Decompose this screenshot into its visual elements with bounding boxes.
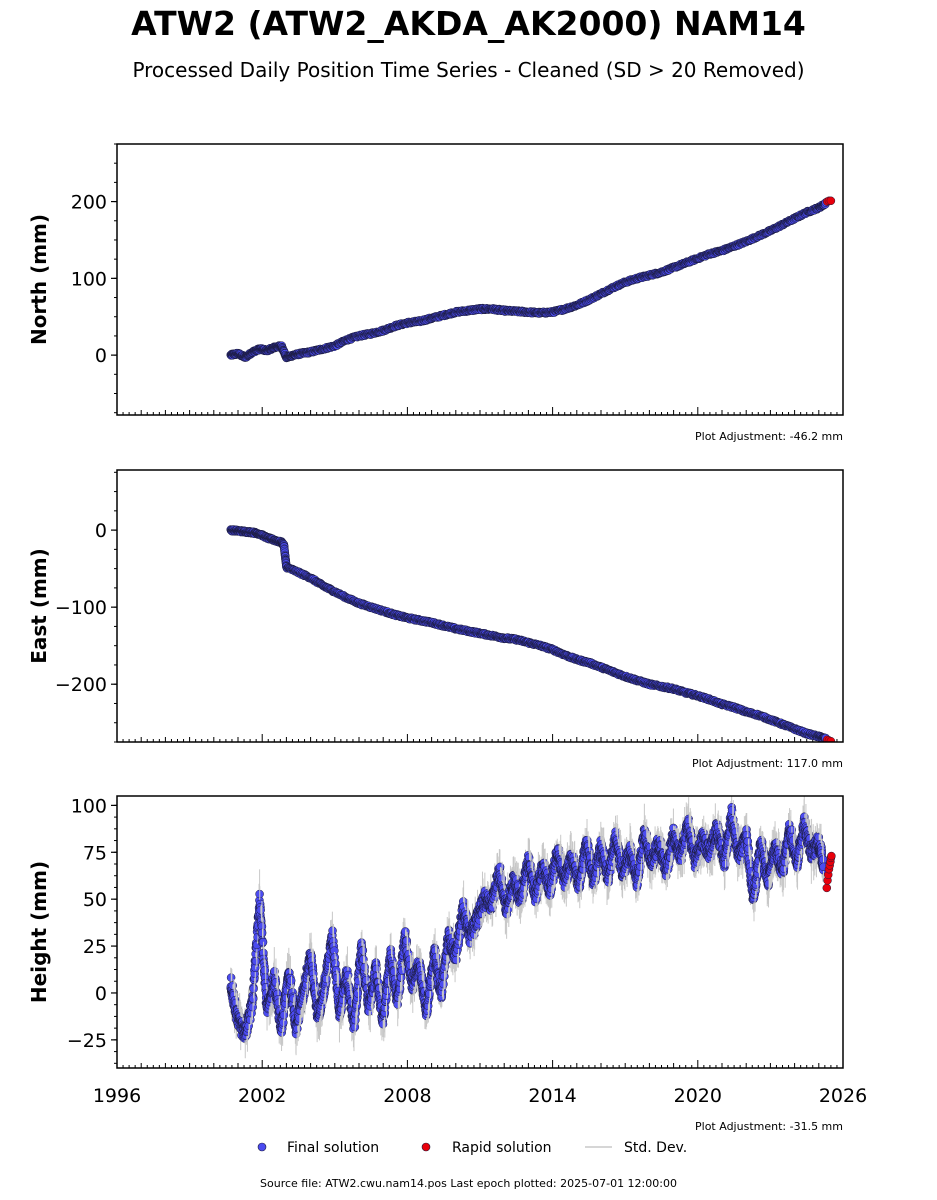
final-point [397,966,407,975]
final-point [452,955,461,965]
final-point [271,977,281,987]
x-minor-ticks [116,734,844,742]
y-ticks: −25 0 25 50 75 100 [67,795,117,1064]
y-ticks: 0 100 200 [71,143,117,414]
final-point [439,979,448,989]
y-tick-label: 25 [83,936,107,958]
data-points [226,525,836,742]
y-tick-label: 0 [95,520,107,542]
y-tick-label: −25 [67,1030,107,1052]
y-tick-label: −200 [55,674,107,696]
rapid-point [826,196,836,206]
y-tick-label: 100 [71,795,107,817]
y-ticks: 0 −100 −200 [55,471,117,743]
y-axis-label: East (mm) [27,548,51,664]
y-tick-label: −100 [55,597,107,619]
x-minor-ticks [116,1060,844,1068]
chart-title: ATW2 (ATW2_AKDA_AK2000) NAM14 [131,4,806,43]
chart-subtitle: Processed Daily Position Time Series - C… [132,58,805,82]
y-tick-label: 75 [83,842,107,864]
final-point [279,1010,289,1020]
y-axis-label: North (mm) [27,214,51,345]
plot-adjustment-label: Plot Adjustment: -46.2 mm [695,430,843,443]
y-tick-label: 0 [95,345,107,367]
final-point [258,937,268,947]
y-tick-label: 50 [83,889,107,911]
final-point [249,984,258,994]
x-minor-ticks [116,407,844,415]
plot-adjustment-label: Plot Adjustment: 117.0 mm [692,757,843,770]
data-points [226,196,836,363]
plot-frame [116,469,844,743]
y-tick-label: 100 [71,268,107,290]
y-axis-label: Height (mm) [27,861,51,1003]
data-points [226,796,836,1059]
panel-1: 0 100 200 North (mm) Plot Adjustment: -46.2 … [27,143,844,443]
y-tick-label: 0 [95,983,107,1005]
plot-frame [116,143,844,416]
y-tick-label: 200 [71,192,107,214]
rapid-point [826,736,836,742]
final-point [360,962,369,972]
